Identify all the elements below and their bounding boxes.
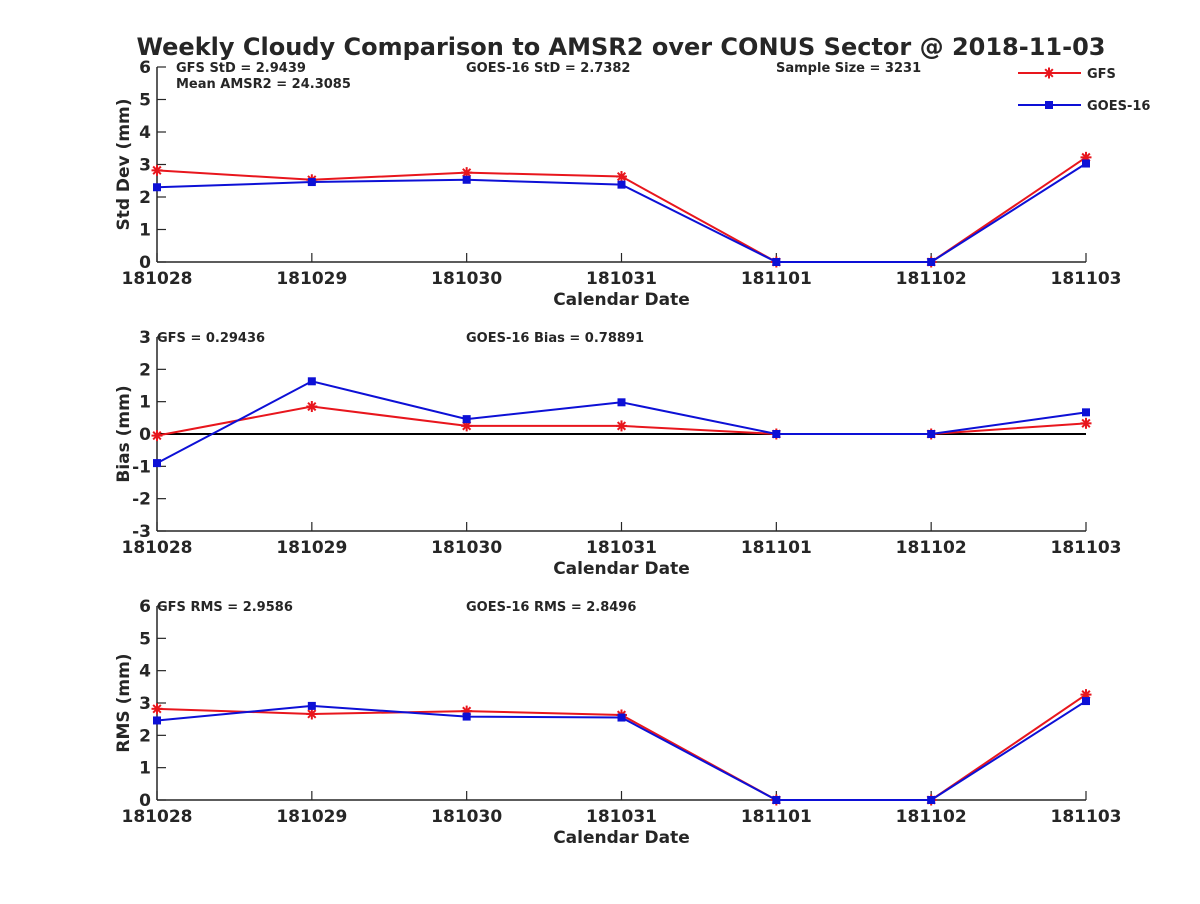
- data-point-goes16: [153, 183, 161, 192]
- data-point-goes16: [462, 712, 471, 721]
- y-tick-label: 1: [139, 393, 151, 413]
- data-point-goes16: [617, 713, 626, 722]
- x-tick-label: 181028: [122, 538, 193, 558]
- legend-label: GFS: [1087, 67, 1116, 82]
- y-axis-label: Std Dev (mm): [114, 98, 134, 230]
- x-tick-label: 181103: [1051, 269, 1122, 289]
- data-point-goes16: [617, 180, 626, 189]
- y-tick-label: 0: [139, 253, 151, 273]
- data-point-goes16: [153, 459, 161, 468]
- x-tick-label: 181031: [586, 269, 657, 289]
- legend-item-gfs: GFS: [1018, 67, 1116, 82]
- y-tick-label: -1: [132, 457, 151, 477]
- data-point-goes16: [927, 258, 936, 266]
- y-tick-label: -2: [132, 490, 151, 510]
- legend-marker: [1045, 101, 1053, 109]
- chart-panel-1: 0 1 2 3 4 5 6 181028 181029 181030 181031 181101 181…: [114, 58, 1121, 310]
- y-tick-label: 0: [139, 791, 151, 811]
- stat-annotation: Sample Size = 3231: [776, 61, 921, 76]
- data-point-goes16: [1082, 408, 1090, 417]
- x-tick-label: 181103: [1051, 807, 1122, 827]
- data-point-goes16: [617, 398, 626, 407]
- y-tick-label: 6: [139, 597, 151, 617]
- data-point-goes16: [1082, 159, 1090, 168]
- legend-item-goes16: GOES-16: [1018, 99, 1150, 114]
- chart-panel-3: 0 1 2 3 4 5 6 181028 181029 181030 181031 181101 181…: [114, 597, 1121, 848]
- y-tick-label: 3: [139, 328, 151, 348]
- data-point-gfs: [306, 708, 318, 720]
- data-point-gfs: [151, 430, 163, 442]
- y-tick-label: 3: [139, 156, 151, 176]
- x-tick-label: 181030: [431, 538, 502, 558]
- data-point-goes16: [462, 175, 471, 184]
- y-tick-label: 4: [139, 662, 151, 682]
- y-tick-label: 3: [139, 694, 151, 714]
- x-tick-label: 181102: [896, 269, 967, 289]
- stat-annotation: GOES-16 StD = 2.7382: [466, 61, 630, 76]
- x-tick-label: 181030: [431, 269, 502, 289]
- legend-label: GOES-16: [1087, 99, 1150, 114]
- x-tick-label: 181029: [276, 269, 347, 289]
- x-tick-label: 181031: [586, 807, 657, 827]
- x-tick-label: 181029: [276, 538, 347, 558]
- x-tick-label: 181031: [586, 538, 657, 558]
- legend-marker: [1043, 67, 1055, 79]
- x-tick-label: 181101: [741, 807, 812, 827]
- y-axis-label: Bias (mm): [114, 385, 134, 482]
- stat-annotation: GFS = 0.29436: [157, 331, 265, 346]
- chart-panels: 0 1 2 3 4 5 6 181028 181029 181030 181031 181101 181…: [114, 58, 1121, 848]
- data-point-goes16: [772, 796, 781, 804]
- data-point-goes16: [307, 178, 316, 187]
- stat-annotation: GOES-16 Bias = 0.78891: [466, 331, 644, 346]
- data-point-goes16: [153, 716, 161, 725]
- y-tick-label: 2: [139, 726, 151, 746]
- chart-panel-2: -3 -2 -1 0 1 2 3 181028 181029 181030 181031 181101…: [114, 328, 1121, 579]
- data-point-gfs: [151, 164, 163, 176]
- x-axis-label: Calendar Date: [553, 290, 690, 310]
- x-tick-label: 181029: [276, 807, 347, 827]
- y-tick-label: -3: [132, 522, 151, 542]
- legend: GFS GOES-16: [1018, 67, 1150, 114]
- x-axis-label: Calendar Date: [553, 559, 690, 579]
- y-tick-label: 2: [139, 188, 151, 208]
- data-point-goes16: [927, 796, 936, 804]
- y-tick-label: 1: [139, 221, 151, 241]
- data-point-goes16: [772, 258, 781, 266]
- data-point-gfs: [1080, 417, 1092, 429]
- figure-title: Weekly Cloudy Comparison to AMSR2 over C…: [137, 33, 1106, 61]
- y-tick-label: 5: [139, 629, 151, 649]
- x-tick-label: 181101: [741, 538, 812, 558]
- y-tick-label: 4: [139, 123, 151, 143]
- data-point-goes16: [1082, 697, 1090, 706]
- data-point-gfs: [151, 703, 163, 715]
- stat-annotation: Mean AMSR2 = 24.3085: [176, 77, 351, 92]
- y-tick-label: 5: [139, 91, 151, 111]
- data-point-gfs: [306, 401, 318, 413]
- x-tick-label: 181030: [431, 807, 502, 827]
- stat-annotation: GFS RMS = 2.9586: [157, 600, 293, 615]
- data-point-goes16: [307, 377, 316, 386]
- stat-annotation: GFS StD = 2.9439: [176, 61, 306, 76]
- x-tick-label: 181028: [122, 807, 193, 827]
- stat-annotation: GOES-16 RMS = 2.8496: [466, 600, 636, 615]
- x-tick-label: 181101: [741, 269, 812, 289]
- data-point-goes16: [927, 430, 936, 438]
- x-axis-label: Calendar Date: [553, 828, 690, 848]
- y-tick-label: 1: [139, 759, 151, 779]
- y-tick-label: 6: [139, 58, 151, 78]
- y-tick-label: 0: [139, 425, 151, 445]
- data-point-goes16: [462, 415, 471, 424]
- data-point-goes16: [307, 701, 316, 710]
- x-tick-label: 181102: [896, 538, 967, 558]
- data-point-gfs: [616, 420, 627, 432]
- y-axis-label: RMS (mm): [114, 653, 134, 752]
- y-tick-label: 2: [139, 360, 151, 380]
- data-point-gfs: [616, 171, 627, 183]
- data-point-goes16: [772, 430, 781, 438]
- x-tick-label: 181103: [1051, 538, 1122, 558]
- x-tick-label: 181102: [896, 807, 967, 827]
- x-tick-label: 181028: [122, 269, 193, 289]
